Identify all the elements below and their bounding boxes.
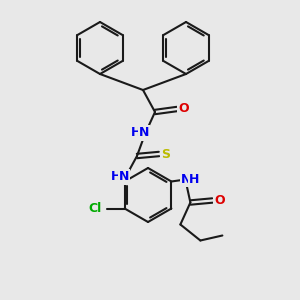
Text: H: H (111, 170, 121, 184)
Text: H: H (189, 173, 200, 186)
Text: O: O (214, 194, 225, 207)
Text: S: S (161, 148, 170, 160)
Text: N: N (181, 173, 192, 186)
Text: Cl: Cl (88, 202, 101, 215)
Text: N: N (119, 170, 129, 184)
Text: N: N (139, 127, 149, 140)
Text: O: O (179, 103, 189, 116)
Text: H: H (131, 127, 141, 140)
